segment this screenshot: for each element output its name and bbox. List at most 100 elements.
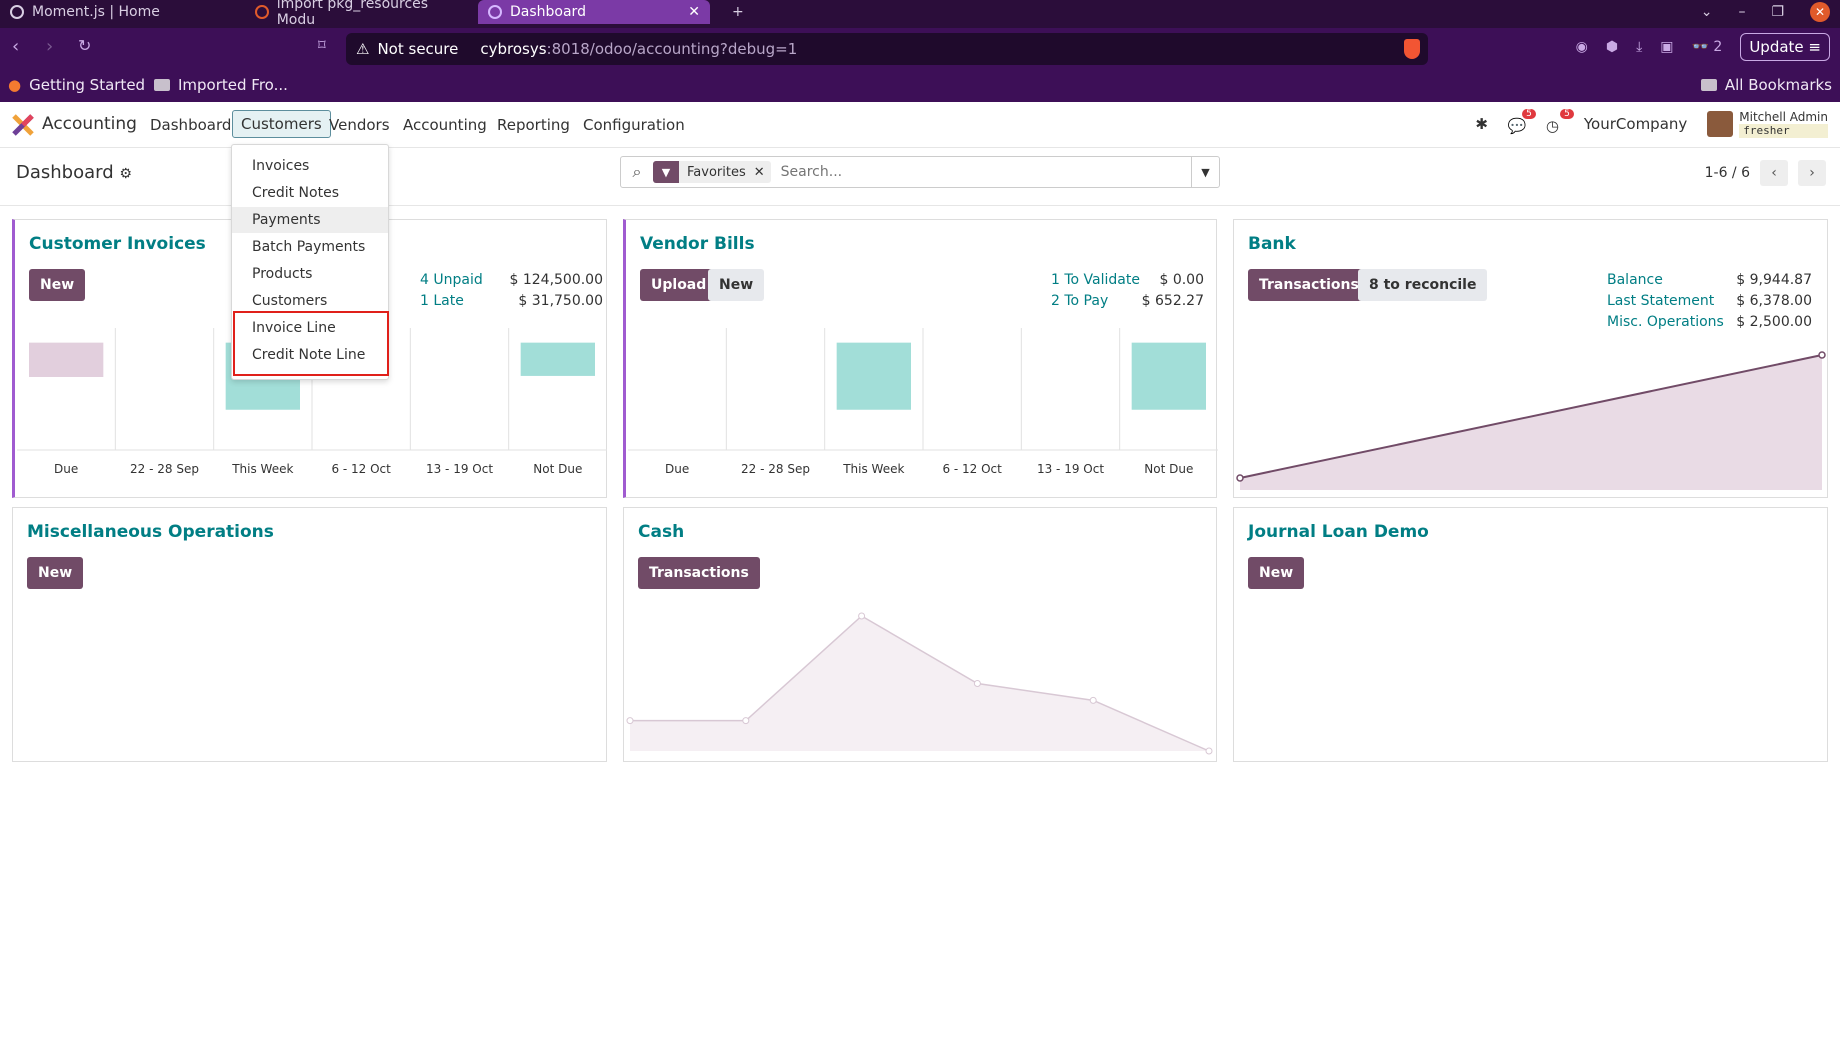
to-pay-link[interactable]: 2 To Pay [1051,293,1109,309]
last-statement-link[interactable]: Last Statement [1607,293,1715,309]
browser-tab-dashboard[interactable]: Dashboard ✕ [478,0,710,24]
brave-shield-icon[interactable] [1404,39,1420,59]
search-icon[interactable]: ⌕ [632,162,642,181]
bookmark-imported[interactable]: Imported Fro... [154,76,288,94]
x-tick-label: 6 - 12 Oct [942,462,1002,476]
remove-facet-icon[interactable]: ✕ [753,164,765,180]
x-tick-label: 13 - 19 Oct [1037,462,1104,476]
bar-5 [520,342,595,376]
tab-list-icon[interactable]: ⌄ [1700,4,1713,20]
address-bar[interactable]: ⚠ Not secure cybrosys:8018/odoo/accounti… [346,33,1428,65]
puzzle-icon[interactable]: ⬢ [1605,39,1619,55]
minimize-icon[interactable]: – [1738,4,1746,20]
last-statement-amount: $ 6,378.00 [1736,293,1812,309]
cash-transactions-button[interactable]: Transactions [638,557,760,589]
series-line [630,615,1210,752]
pager-previous-icon[interactable]: ‹ [1760,160,1788,186]
forward-icon[interactable]: › [46,36,54,57]
debug-bug-icon[interactable]: ✱ [1475,115,1488,133]
close-tab-icon[interactable]: ✕ [688,4,700,20]
card-title[interactable]: Journal Loan Demo [1248,522,1429,542]
user-info: Mitchell Admin fresher [1739,110,1828,138]
to-reconcile-button[interactable]: 8 to reconcile [1358,269,1488,301]
toolbar-right: ◉ ⬢ ⤓ ▣ 👓 2 Update ≡ [1576,33,1830,61]
dropdown-item-invoice-line[interactable]: Invoice Line [252,320,336,336]
x-tick-label: This Week [842,462,904,476]
to-validate-amount: $ 0.00 [1159,272,1204,288]
button-label: 8 to reconcile [1369,277,1477,293]
pager-next-icon[interactable]: › [1798,160,1826,186]
bank-transactions-button[interactable]: Transactions [1248,269,1370,301]
new-misc-button[interactable]: New [27,557,84,589]
filter-icon: ▼ [653,161,679,183]
security-label[interactable]: Not secure [377,40,459,58]
url-path: :8018/odoo/accounting?debug=1 [546,40,798,58]
card-title[interactable]: Customer Invoices [29,234,206,254]
dropdown-item-payments[interactable]: Payments [232,207,388,233]
tab-favicon-icon [10,5,24,19]
browser-tab-moment[interactable]: Moment.js | Home [0,0,240,24]
wallet-icon[interactable]: 👓 2 [1691,39,1723,55]
dropdown-item-products[interactable]: Products [252,266,313,282]
update-button[interactable]: Update ≡ [1740,33,1830,61]
vendor-bills-chart: Due 22 - 28 Sep This Week 6 - 12 Oct 13 - 19… [628,328,1218,476]
all-bookmarks[interactable]: All Bookmarks [1700,76,1832,94]
menu-customers[interactable]: Customers [232,110,331,138]
breadcrumb: Dashboard ⚙ [16,162,132,183]
reload-icon[interactable]: ↻ [78,36,92,55]
late-link[interactable]: 1 Late [420,293,464,309]
x-tick-label: 6 - 12 Oct [331,462,391,476]
close-window-icon[interactable]: ✕ [1810,2,1830,22]
card-vendor-bills: Vendor Bills Upload New 1 To Validate $ … [623,219,1218,498]
dropdown-item-invoices[interactable]: Invoices [252,158,310,174]
chat-icon[interactable]: 💬 5 [1508,109,1536,135]
bar-5 [1131,342,1206,410]
back-icon[interactable]: ‹ [12,36,20,57]
button-label: Upload [651,277,707,293]
late-amount: $ 31,750.00 [518,293,603,309]
balance-link[interactable]: Balance [1607,272,1663,288]
dropdown-item-batch-payments[interactable]: Batch Payments [252,239,366,255]
bookmark-getting-started[interactable]: ● Getting Started [8,76,145,94]
card-title[interactable]: Miscellaneous Operations [27,522,274,542]
download-icon[interactable]: ⤓ [1636,39,1643,55]
extension-icon[interactable]: ◉ [1575,39,1588,55]
gear-icon[interactable]: ⚙ [119,166,132,182]
bookmark-icon[interactable]: ⌑ [318,36,326,54]
card-title[interactable]: Vendor Bills [640,234,755,254]
activity-clock-icon[interactable]: ◷ 5 [1546,109,1574,135]
to-validate-link[interactable]: 1 To Validate [1051,272,1140,288]
unpaid-link[interactable]: 4 Unpaid [420,272,483,288]
misc-operations-amount: $ 2,500.00 [1736,314,1812,330]
sidebar-icon[interactable]: ▣ [1660,39,1674,55]
bookmark-label: Imported Fro... [178,76,288,94]
company-switcher[interactable]: YourCompany [1583,115,1688,133]
new-loan-button[interactable]: New [1248,557,1305,589]
card-title[interactable]: Cash [638,522,685,542]
dropdown-item-customers[interactable]: Customers [252,293,328,309]
browser-tab-pkg-resources[interactable]: import pkg_resources Modu [245,0,475,28]
user-menu[interactable]: Mitchell Admin fresher [1707,110,1828,138]
pager-value[interactable]: 1-6 / 6 [1704,165,1750,181]
new-bill-button[interactable]: New [708,269,765,301]
upload-button[interactable]: Upload [640,269,718,301]
card-title[interactable]: Bank [1248,234,1296,254]
new-tab-icon[interactable]: + [732,4,744,20]
menu-reporting[interactable]: Reporting [497,116,570,134]
dropdown-item-credit-notes[interactable]: Credit Notes [252,185,339,201]
search-options-toggle[interactable]: ▼ [1191,157,1219,187]
dropdown-item-credit-note-line[interactable]: Credit Note Line [252,347,366,363]
app-name[interactable]: Accounting [42,114,137,134]
tab-title: Dashboard [510,4,586,20]
misc-operations-link[interactable]: Misc. Operations [1607,314,1724,330]
bank-balance-chart [1236,351,1826,490]
menu-vendors[interactable]: Vendors [329,116,390,134]
menu-configuration[interactable]: Configuration [583,116,685,134]
restore-icon[interactable]: ❐ [1771,4,1784,20]
menu-dashboard[interactable]: Dashboard [150,116,232,134]
cash-chart [626,612,1213,755]
accounting-app-icon[interactable] [12,114,34,136]
menu-accounting[interactable]: Accounting [403,116,487,134]
new-invoice-button[interactable]: New [29,269,86,301]
search-input[interactable] [770,164,1191,180]
